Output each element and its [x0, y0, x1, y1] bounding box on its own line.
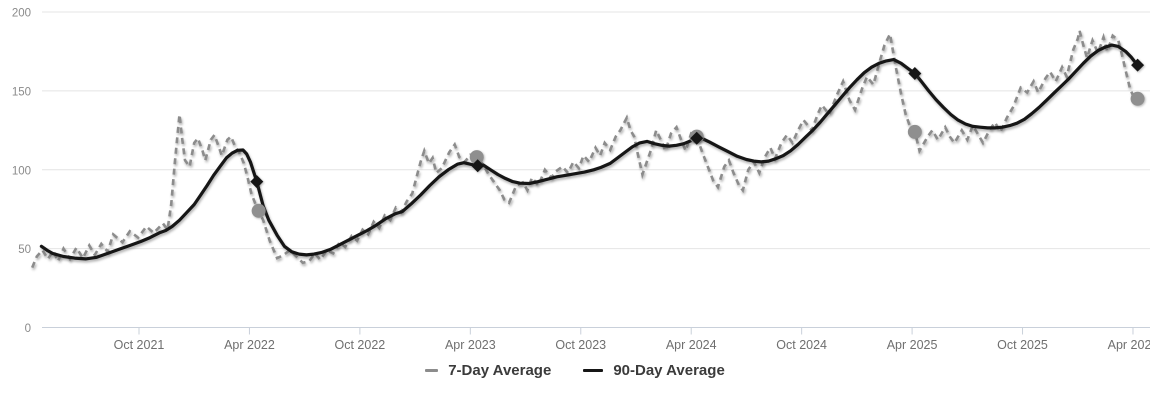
y-axis-label-200: 200: [12, 8, 31, 20]
x-axis-label: Apr 2024: [666, 338, 717, 352]
y-axis-label-100: 100: [12, 165, 31, 177]
x-axis-label: Apr 2025: [887, 338, 938, 352]
90-day-average-dash-swatch-icon: [583, 368, 604, 373]
marker-diamond-90-day-average: [250, 175, 264, 189]
legend-item-90-day-average: 90-Day Average: [583, 362, 725, 379]
series-line-90-day-average: [39, 43, 1140, 261]
legend-item-7-day-average: 7-Day Average: [425, 362, 551, 379]
chart-legend: 7-Day Average 90-Day Average: [0, 362, 1150, 379]
x-axis-label: Apr 2023: [445, 338, 496, 352]
x-axis-label: Oct 2024: [776, 338, 827, 352]
marker-diamond-90-day-average: [908, 67, 922, 81]
y-axis-label-50: 50: [18, 244, 31, 256]
x-axis-label: Oct 2022: [335, 338, 386, 352]
marker-circle-7-day-average: [907, 124, 922, 139]
marker-diamond-90-day-average: [690, 131, 704, 145]
x-axis-label: Apr 2026: [1108, 338, 1150, 352]
y-axis-label-0: 0: [25, 323, 31, 335]
marker-circle-7-day-average: [251, 203, 266, 218]
legend-label-7-day-average: 7-Day Average: [448, 362, 552, 379]
x-axis-label: Oct 2023: [555, 338, 606, 352]
marker-diamond-90-day-average: [1131, 58, 1145, 72]
x-axis-label: Apr 2022: [224, 338, 275, 352]
x-axis-label: Oct 2025: [997, 338, 1048, 352]
marker-diamond-90-day-average: [471, 159, 485, 173]
legend-label-90-day-average: 90-Day Average: [613, 362, 725, 379]
x-axis-label: Oct 2021: [114, 338, 165, 352]
y-axis-label-150: 150: [12, 86, 31, 98]
7-day-average-dash-swatch-icon: [425, 369, 439, 372]
marker-circle-7-day-average: [469, 150, 484, 165]
line-chart-canvas: 0 50 100 150 200 Oct 2021 Apr 2022 Oct 2022 Apr …: [12, 8, 1150, 352]
marker-circle-7-day-average: [1130, 91, 1145, 106]
series-line-7-day-average: [30, 29, 1139, 269]
